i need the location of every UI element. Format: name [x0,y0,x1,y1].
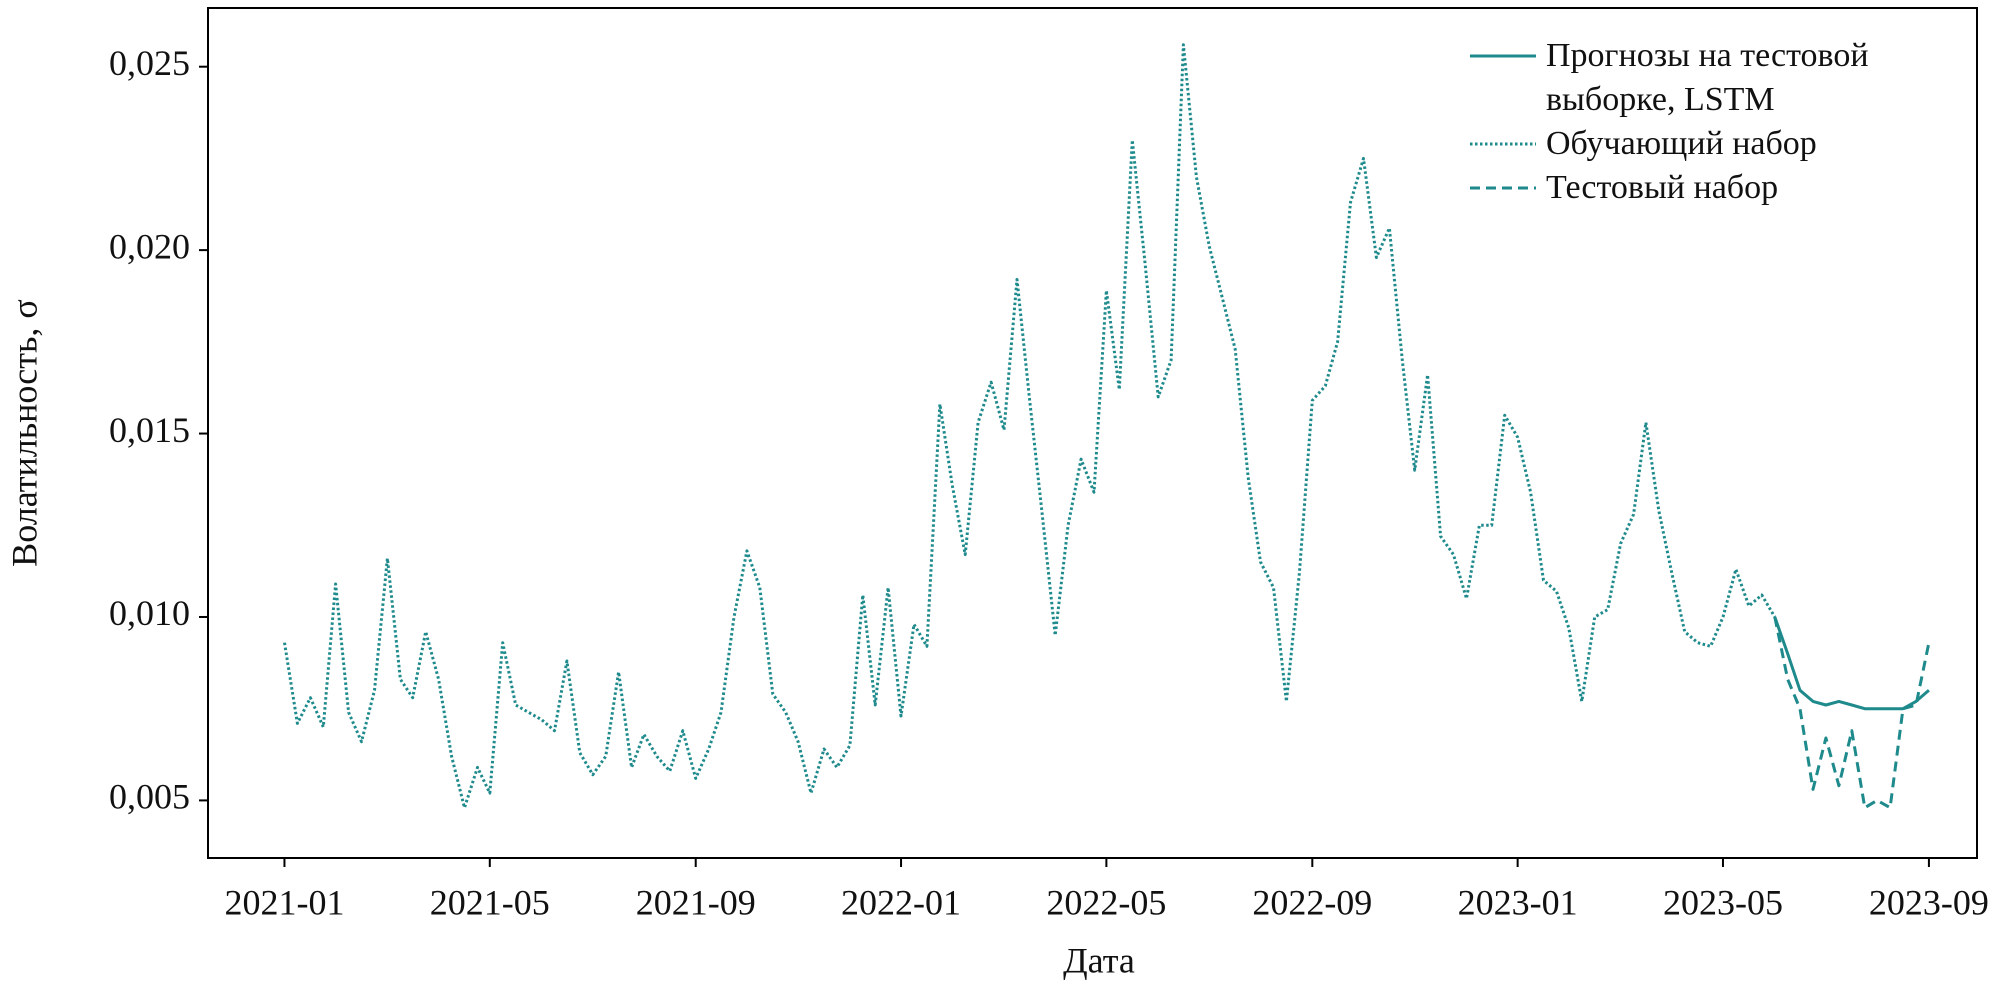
legend-swatch [1470,186,1536,190]
x-tick-label: 2022-01 [841,882,961,922]
legend-entry: Прогнозы на тестовой выборке, LSTM [1468,34,1988,122]
x-tick-label: 2023-09 [1869,882,1989,922]
legend: Прогнозы на тестовой выборке, LSTM Обучаю… [1468,34,1988,210]
legend-label: Обучающий набор [1546,125,1817,162]
data-line [1773,616,1930,711]
legend-swatch [1470,142,1536,146]
x-tick-label: 2023-05 [1663,882,1783,922]
x-tick-label: 2022-09 [1252,882,1372,922]
y-tick-label: 0,005 [109,777,190,817]
data-line [1773,616,1931,810]
y-tick-label: 0,010 [109,593,190,633]
x-axis-label: Дата [1063,940,1135,980]
y-tick-label: 0,025 [109,43,190,83]
legend-swatch [1470,54,1536,58]
legend-label: Прогнозы на тестовой выборке, LSTM [1546,37,1869,118]
legend-entry: Тестовый набор [1468,166,1988,210]
y-axis-label: Волатильность, σ [4,299,44,567]
x-tick-label: 2021-05 [430,882,550,922]
x-tick-label: 2021-01 [224,882,344,922]
x-tick-label: 2023-01 [1458,882,1578,922]
x-tick-label: 2021-09 [636,882,756,922]
y-tick-label: 0,020 [109,226,190,266]
legend-label: Тестовый набор [1546,169,1779,206]
y-tick-label: 0,015 [109,410,190,450]
legend-entry: Обучающий набор [1468,122,1988,166]
x-tick-label: 2022-05 [1046,882,1166,922]
